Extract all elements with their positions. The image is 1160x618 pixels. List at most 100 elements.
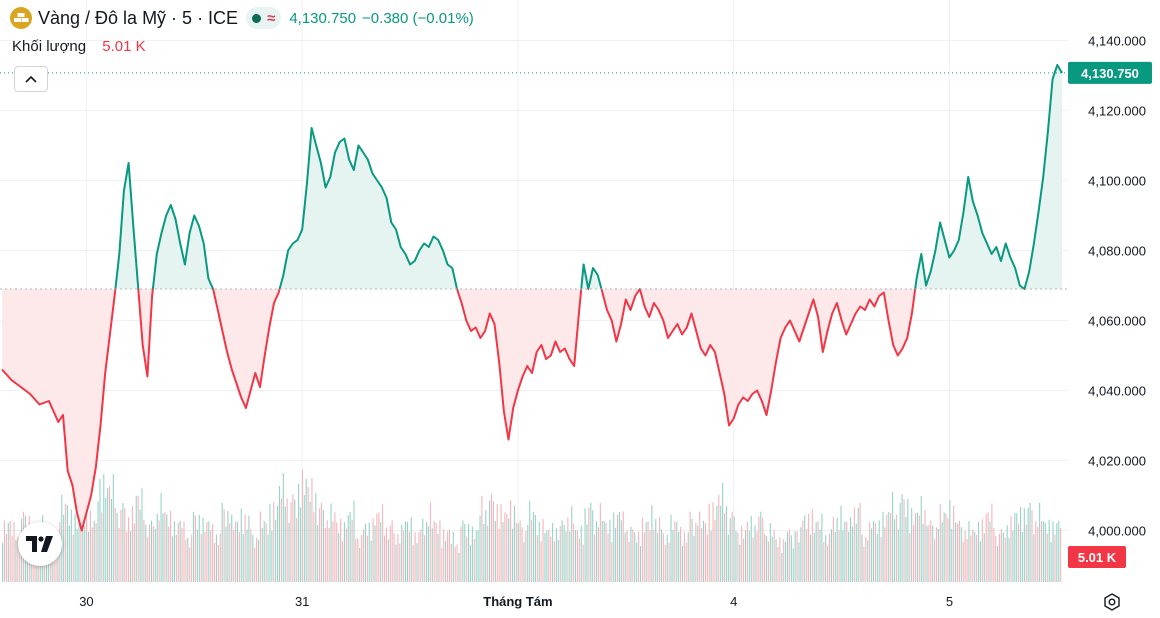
volume-bar [534, 514, 536, 582]
y-tick-label: 4,100.000 [1088, 174, 1146, 189]
volume-bar [748, 530, 750, 582]
volume-bar [248, 515, 250, 582]
volume-bar [485, 510, 487, 582]
volume-bar [569, 531, 571, 582]
volume-bar [802, 520, 804, 582]
volume-bar [166, 514, 168, 582]
volume-bar [420, 529, 422, 582]
volume-bar [246, 529, 248, 582]
volume-bar [899, 502, 901, 582]
volume-bar [1018, 523, 1020, 582]
volume-bar [548, 529, 550, 582]
volume-bar [1048, 519, 1050, 582]
volume-bar [376, 513, 378, 582]
volume-bar [401, 524, 403, 582]
volume-bar [844, 521, 846, 582]
volume-bar [777, 547, 779, 582]
volume-bar [179, 520, 181, 582]
volume-bar [689, 511, 691, 582]
symbol-title[interactable]: Vàng / Đô la Mỹ · 5 · ICE [38, 7, 239, 28]
volume-bar [714, 519, 716, 582]
volume-bar [895, 514, 897, 582]
gear-icon [1104, 593, 1120, 611]
volume-bar [93, 520, 95, 582]
volume-bar [1025, 524, 1027, 582]
volume-bar [515, 522, 517, 582]
volume-bar [338, 533, 340, 582]
volume-bar [1004, 537, 1006, 582]
volume-bar [985, 513, 987, 582]
volume-bar [286, 498, 288, 582]
volume-bar [636, 542, 638, 582]
volume-bar [1016, 513, 1018, 582]
volume-bar [884, 527, 886, 582]
volume-bar [78, 498, 80, 582]
volume-bar [235, 521, 237, 582]
collapse-legend-button[interactable] [14, 66, 48, 92]
volume-bar [385, 527, 388, 582]
volume-bar [678, 532, 680, 582]
volume-bar [744, 530, 747, 582]
volume-bar [204, 532, 206, 582]
volume-bar [998, 533, 1001, 582]
volume-bar [773, 529, 775, 582]
tradingview-logo[interactable] [18, 522, 62, 566]
volume-bar [874, 522, 876, 582]
volume-bar [68, 525, 70, 582]
volume-bar [202, 517, 204, 582]
volume-bar [527, 524, 529, 582]
volume-bar [416, 543, 418, 582]
chart-settings-button[interactable] [1100, 590, 1124, 614]
volume-bar [70, 509, 72, 582]
volume-bar [630, 526, 632, 582]
volume-bar [735, 530, 737, 582]
market-status-pill[interactable]: ≈ [246, 7, 282, 29]
volume-legend[interactable]: Khối lượng 5.01 K [12, 38, 146, 55]
volume-bar [1050, 542, 1052, 582]
price-change: −0.380 (−0.01%) [362, 9, 474, 27]
volume-bar [941, 522, 943, 582]
volume-bar [450, 543, 452, 582]
time-axis[interactable]: 30 31 Tháng Tám 4 5 [79, 594, 953, 609]
volume-bar [82, 503, 84, 582]
volume-bar [729, 518, 731, 582]
volume-bar [991, 503, 993, 582]
volume-bar [983, 533, 985, 582]
chevron-up-icon [25, 75, 37, 83]
volume-bar [836, 517, 838, 582]
volume-value: 5.01 K [102, 38, 146, 55]
volume-bar [687, 532, 689, 582]
volume-bar [410, 517, 412, 582]
volume-bar [762, 517, 764, 582]
volume-bar [863, 546, 865, 582]
volume-bar [865, 537, 867, 582]
volume-bar [792, 548, 794, 582]
volume-bar [114, 507, 116, 582]
volume-bar [767, 541, 769, 582]
symbol-legend[interactable]: Vàng / Đô la Mỹ · 5 · ICE ≈ 4,130.750 −0… [10, 6, 480, 30]
volume-bar [414, 532, 416, 582]
volume-bar [517, 523, 519, 582]
volume-bar [993, 527, 995, 582]
chart-grid [0, 0, 1068, 582]
volume-bar [697, 525, 699, 582]
volume-bar [825, 535, 827, 582]
volume-bar [252, 534, 254, 582]
volume-bar [187, 537, 189, 582]
volume-bar [934, 539, 936, 582]
volume-bar [192, 511, 195, 582]
volume-bar [139, 509, 141, 582]
price-axis[interactable]: 4,000.000 4,020.000 4,040.000 4,060.000 4,08… [1088, 34, 1146, 539]
volume-bar [458, 552, 460, 582]
volume-bar [181, 527, 183, 582]
volume-bar [756, 531, 758, 582]
volume-bar [638, 531, 640, 582]
volume-bar [882, 511, 884, 582]
volume-bar [513, 505, 515, 582]
volume-bar [764, 533, 766, 582]
volume-bar [775, 539, 777, 582]
volume-bar [433, 520, 435, 582]
volume-bar [893, 519, 896, 582]
volume-bar [382, 504, 384, 582]
